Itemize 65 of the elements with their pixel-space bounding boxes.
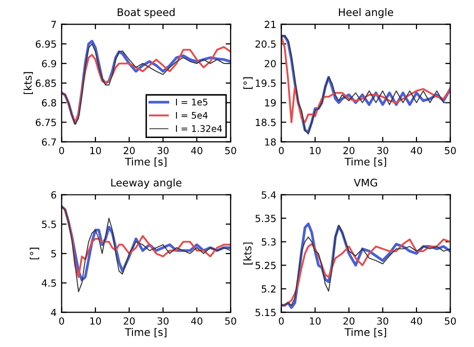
y-tick-label: 4.5 [42,280,56,287]
y-tick-label: 7 [51,20,56,28]
x-tick-label: 0 [59,317,64,325]
y-tick-label: 19 [265,99,276,106]
chart-title: VMG [354,178,378,187]
line-series [281,238,450,306]
x-axis-title: Time [s] [344,328,386,338]
y-tick-label: 20 [264,60,276,68]
x-tick-label: 20 [124,146,135,154]
x-tick-label: 50 [444,146,456,154]
y-tick-label: 5.4 [262,191,276,199]
y-tick-label: 5.5 [42,220,56,228]
y-tick-label: 5.15 [256,308,276,316]
y-tick-label: 6.75 [36,118,56,126]
y-tick-label: 20.5 [256,40,276,48]
y-tick-label: 6.8 [42,99,56,106]
x-tick-label: 20 [124,317,135,325]
y-tick-label: 5.25 [256,262,276,270]
y-tick-label: 5.35 [256,214,276,222]
x-axis-title: Time [s] [124,158,166,167]
x-tick-label: 30 [377,317,388,325]
y-tick-label: 6 [51,191,56,199]
x-tick-label: 0 [278,317,284,325]
y-tick-label: 5 [51,250,56,258]
x-tick-label: 0 [278,146,284,154]
x-tick-label: 30 [377,146,388,154]
y-tick-label: 19.5 [256,80,276,87]
x-tick-label: 40 [410,146,422,154]
x-tick-label: 10 [90,146,101,154]
x-tick-label: 50 [444,317,456,325]
x-tick-label: 40 [191,317,202,325]
y-tick-label: 6.9 [42,60,56,68]
y-tick-label: 6.85 [36,80,56,87]
x-tick-label: 10 [90,317,101,325]
y-axis-title: [°] [243,77,253,89]
y-tick-label: 18.5 [256,118,276,126]
y-tick-label: 5.3 [262,238,276,246]
x-tick-label: 10 [310,317,321,325]
x-tick-label: 30 [158,146,169,154]
y-tick-label: 6.7 [42,138,56,146]
x-tick-label: 40 [191,146,202,154]
legend-label: I = 5e4 [176,112,208,119]
y-axis-title: [kts] [243,242,253,264]
x-axis-title: Time [s] [124,328,166,338]
legend-label: I = 1.32e4 [176,125,222,132]
x-axis-title: Time [s] [344,158,386,167]
x-tick-label: 50 [225,317,236,325]
chart-title: Boat speed [118,8,175,18]
x-tick-label: 10 [310,146,321,154]
x-tick-label: 40 [410,317,422,325]
y-tick-label: 4 [51,308,56,316]
legend-label: I = 1e5 [176,98,208,106]
y-tick-label: 21 [264,20,276,28]
x-tick-label: 50 [225,146,236,154]
y-axis-title: [°] [30,248,40,260]
chart-title: Leeway angle [111,178,182,189]
x-tick-label: 0 [59,146,64,154]
y-tick-label: 18 [265,138,276,146]
x-tick-label: 20 [343,317,354,325]
x-tick-label: 20 [343,146,354,154]
chart-title: Heel angle [338,8,394,18]
y-tick-label: 6.95 [36,40,56,48]
x-tick-label: 30 [158,317,169,325]
y-axis-title: [kts] [24,72,33,94]
y-tick-label: 5.2 [262,285,276,293]
